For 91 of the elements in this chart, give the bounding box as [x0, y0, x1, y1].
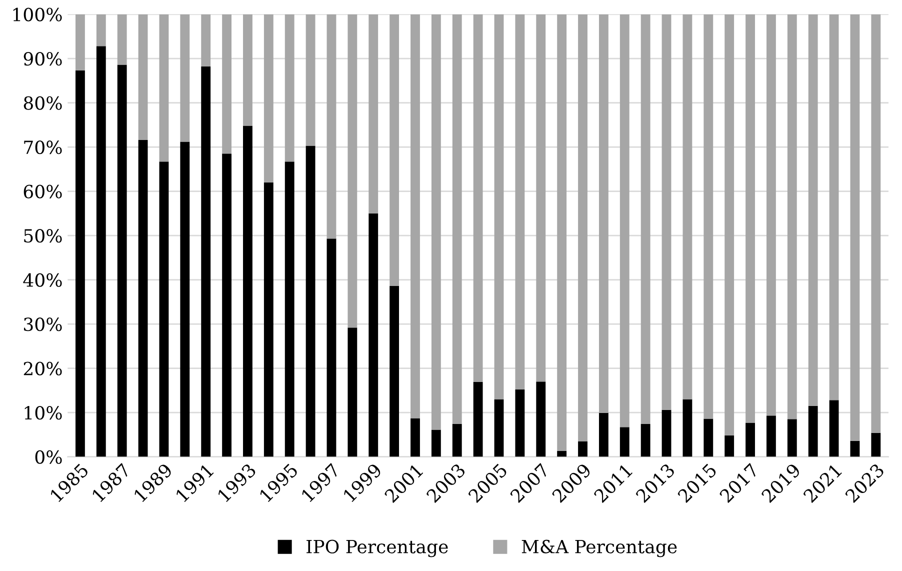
bar: [390, 286, 400, 457]
bar: [76, 14, 85, 70]
bar: [578, 441, 588, 457]
bar: [557, 14, 567, 452]
bar: [201, 14, 211, 66]
bar: [473, 382, 483, 457]
bar: [222, 14, 232, 154]
bar: [390, 14, 400, 286]
bar: [159, 162, 169, 457]
bar: [138, 14, 148, 140]
bar: [871, 432, 881, 457]
bar: [284, 162, 294, 457]
bar: [704, 14, 714, 419]
bar: [662, 410, 672, 457]
bar: [410, 14, 420, 418]
y-tick-label: 60%: [24, 184, 62, 198]
bar: [787, 14, 797, 420]
bar: [117, 64, 127, 457]
bar: [180, 142, 190, 457]
bar: [787, 419, 797, 457]
bar: [348, 14, 358, 328]
bar: [306, 146, 316, 457]
bar: [494, 14, 504, 400]
bar: [326, 14, 336, 239]
y-tick-label: 70%: [24, 140, 62, 154]
y-tick-label: 90%: [24, 52, 62, 66]
bar: [746, 422, 755, 457]
bar: [850, 440, 860, 457]
bar: [598, 14, 608, 413]
bar: [159, 14, 169, 162]
bar: [578, 14, 588, 442]
bar: [536, 382, 546, 457]
bar: [452, 14, 462, 424]
bar: [850, 14, 860, 441]
bar: [243, 14, 252, 126]
bar: [557, 451, 567, 457]
bar: [682, 14, 692, 400]
bar: [431, 14, 441, 430]
bar: [724, 14, 734, 436]
bar: [640, 424, 650, 457]
bar: [368, 14, 378, 214]
y-tick-label: 80%: [24, 96, 62, 110]
bar: [410, 418, 420, 457]
bar: [306, 14, 316, 146]
y-tick-label: 20%: [24, 362, 62, 376]
bar: [431, 430, 441, 457]
bar: [682, 399, 692, 457]
bar: [746, 14, 755, 423]
bar: [598, 412, 608, 457]
bar: [138, 140, 148, 457]
bar: [284, 14, 294, 162]
bar: [871, 14, 881, 433]
bar: [704, 418, 714, 457]
bar: [829, 400, 839, 457]
bar: [829, 14, 839, 400]
bar: [348, 328, 358, 457]
bar: [264, 182, 274, 457]
bar: [76, 70, 85, 457]
bar: [96, 46, 106, 457]
bar: [117, 14, 127, 65]
bar: [473, 14, 483, 382]
bar: [808, 14, 818, 406]
bar: [180, 14, 190, 142]
bar: [766, 416, 776, 457]
bar: [452, 424, 462, 457]
bar: [201, 66, 211, 457]
legend-label: IPO Percentage: [306, 540, 448, 558]
bar: [96, 14, 106, 46]
bar: [515, 390, 525, 457]
bar: [368, 213, 378, 457]
bar: [326, 238, 336, 457]
bar: [724, 436, 734, 457]
bar: [494, 399, 504, 457]
bar: [766, 14, 776, 416]
bar: [808, 406, 818, 457]
bar: [620, 427, 630, 457]
bar: [222, 154, 232, 457]
bar: [243, 126, 252, 457]
bar: [264, 14, 274, 182]
y-tick-label: 50%: [24, 228, 62, 243]
y-tick-label: 0%: [35, 450, 62, 464]
y-tick-label: 100%: [13, 8, 62, 22]
y-tick-label: 30%: [24, 318, 62, 332]
legend-label: M&A Percentage: [522, 540, 677, 558]
bar: [640, 14, 650, 424]
bar: [620, 14, 630, 428]
bar: [536, 14, 546, 382]
bar: [515, 14, 525, 390]
y-tick-label: 10%: [24, 406, 62, 420]
y-tick-label: 40%: [23, 273, 62, 287]
bar: [662, 14, 672, 410]
